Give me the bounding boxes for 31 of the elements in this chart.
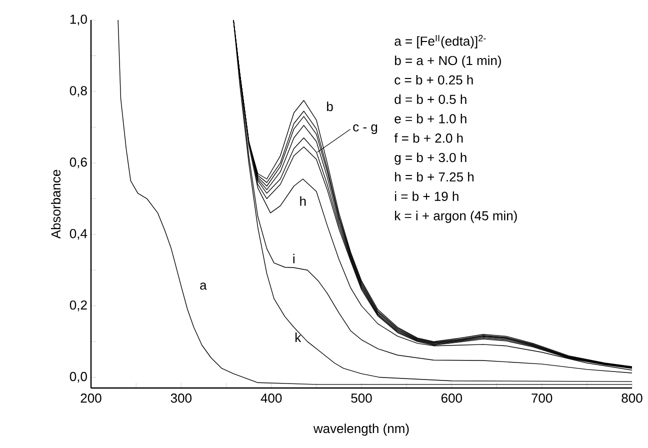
y-tick-label: 0,8 xyxy=(70,86,87,97)
annotation: c = b + 0.25 h xyxy=(394,75,473,85)
annotation: k = i + argon (45 min) xyxy=(395,210,517,223)
annotation: h = b + 7.25 h xyxy=(395,172,474,182)
y-axis-title: Absorbance xyxy=(50,170,61,239)
y-tick-label: 0,0 xyxy=(70,372,87,383)
annotation: c - g xyxy=(353,124,378,134)
x-tick-label: 400 xyxy=(260,394,282,403)
annotation: i = b + 19 h xyxy=(395,191,458,201)
y-tick-label: 0,6 xyxy=(70,158,87,168)
annotation: d = b + 0.5 h xyxy=(394,94,466,104)
x-tick-label: 800 xyxy=(622,394,642,403)
y-tick-label: 0,4 xyxy=(70,228,88,240)
annotation: a = [Fe$^{II}$(edta)]$^{2-}$ xyxy=(394,34,486,48)
annotation: k xyxy=(296,332,302,342)
x-tick-label: 300 xyxy=(170,394,192,403)
x-tick-label: 700 xyxy=(532,394,552,403)
x-axis-title: wavelength (nm) xyxy=(313,424,409,436)
annotation: a xyxy=(200,282,207,290)
annotation: h xyxy=(300,196,306,206)
annotation: b xyxy=(327,102,333,112)
x-tick-label: 500 xyxy=(351,394,372,403)
annotation: e = b + 1.0 h xyxy=(394,114,466,124)
annotation: g = b + 3.0 h xyxy=(394,152,466,165)
x-tick-label: 200 xyxy=(80,394,102,403)
y-tick-label: 0,2 xyxy=(70,300,87,312)
annotation: i xyxy=(293,254,294,264)
annotation: b = a + NO (1 min) xyxy=(394,56,501,68)
x-tick-label: 600 xyxy=(441,394,462,403)
annotation: f = b + 2.0 h xyxy=(394,133,463,143)
y-tick-label: 1,0 xyxy=(70,14,87,26)
